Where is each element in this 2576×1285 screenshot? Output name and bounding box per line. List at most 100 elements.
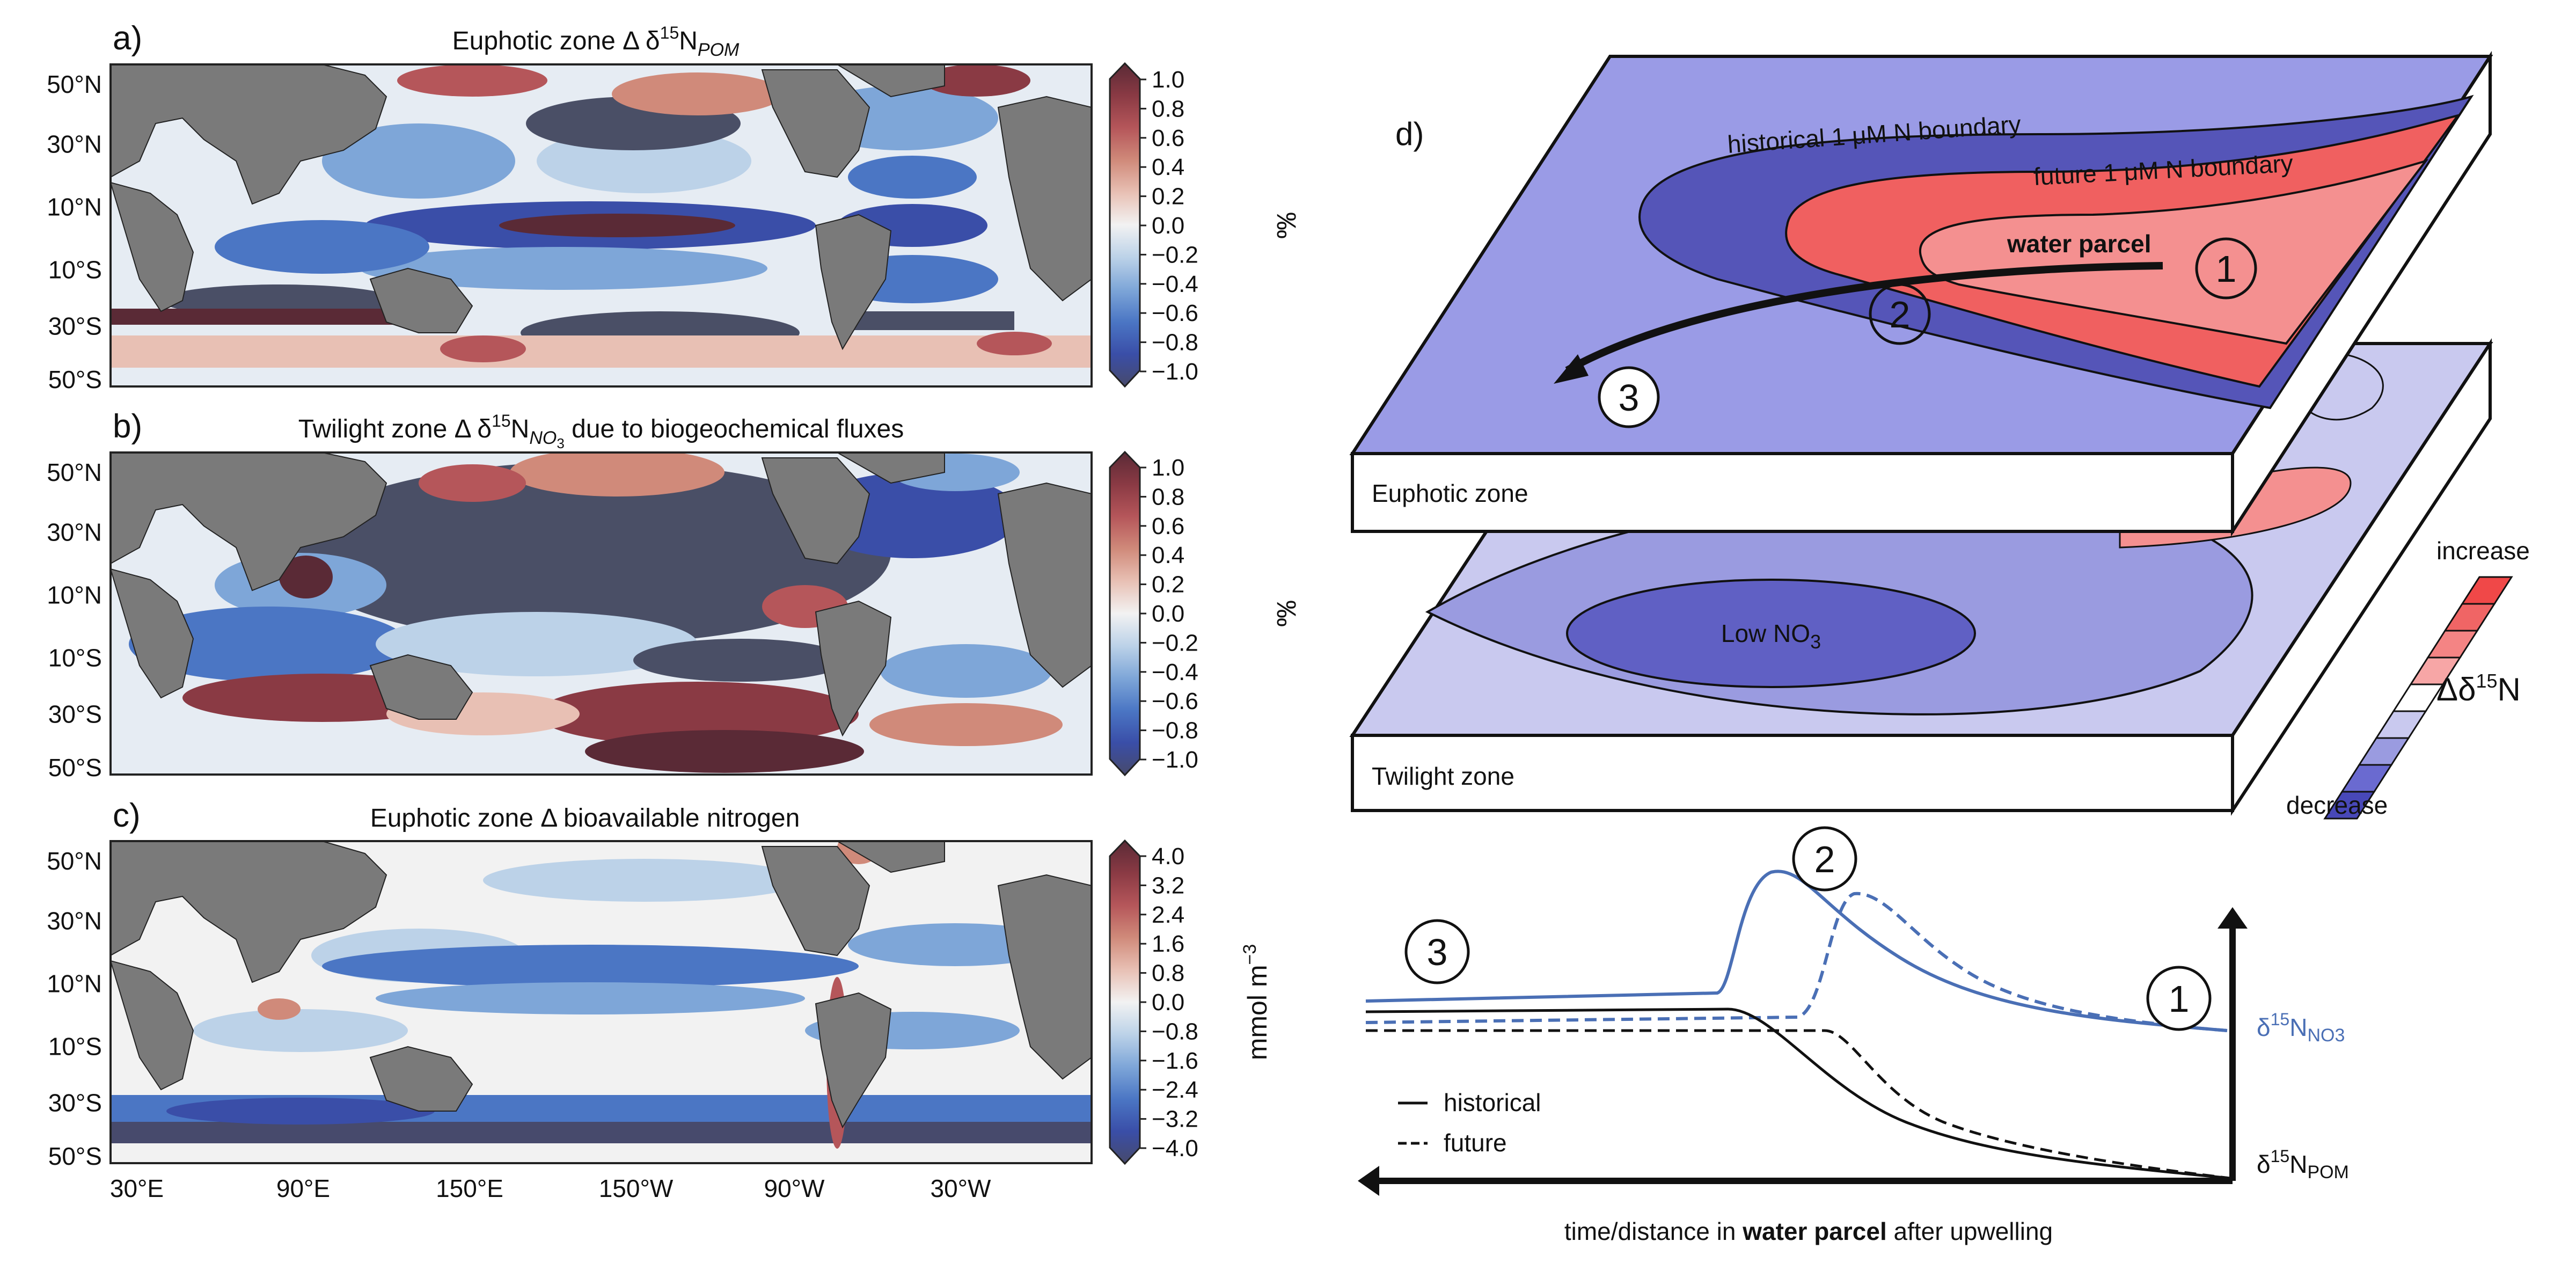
colorbar-tick-label: 0.6 [1152,125,1184,151]
lon-tick-label: 90°E [276,1174,330,1202]
colorbar-tick-label: −0.8 [1152,330,1198,356]
colorbar-tick-label: 3.2 [1152,872,1184,899]
colorbar-tick-label: −2.4 [1152,1077,1198,1103]
lat-tick-label: 50°S [48,1142,102,1170]
legend-decrease: decrease [2286,791,2388,819]
step-3: 3 [1619,377,1640,419]
pom-label: δ15NPOM [2257,1147,2349,1182]
colorbar-tick-label: 0.2 [1152,572,1184,598]
lat-tick-label: 50°S [48,366,102,393]
legend-delta-label: Δδ15N [2436,670,2521,707]
lat-tick-label: 30°S [48,312,102,340]
colorbar-tick-label: 1.0 [1152,455,1184,481]
colorbar-a: 1.0 0.8 0.6 0.4 0.2 0.0 −0.2 −0.4 −0.6 −0.8 −1.0 ‰ [1109,62,1301,388]
lon-tick-label: 150°W [599,1174,674,1202]
low-no3-region [1566,579,1976,688]
lat-tick-label: 10°N [47,969,102,997]
colorbar-tick-label: −4.0 [1152,1135,1198,1162]
no3-future-line [1365,892,2228,1032]
colorbar-tick-label: −0.2 [1152,630,1198,656]
colorbar-tick-label: −0.6 [1152,688,1198,714]
legend-increase: increase [2436,537,2530,565]
colorbar-tick-label: 0.8 [1152,484,1184,510]
panel-b-frame [109,451,1093,776]
panel-b: b) Twilight zone Δ δ15NNO3 due to biogeo… [109,408,1093,776]
lat-tick-label: 10°S [48,255,102,283]
no3-historical-line [1365,870,2228,1032]
lat-tick-label: 10°S [48,1032,102,1060]
lat-tick-label: 50°N [47,70,102,98]
legend-historical: historical [1444,1089,1541,1116]
colorbar-tick-label: −0.4 [1152,271,1198,297]
panel-b-label: b) [113,408,142,445]
colorbar-tick-label: 1.0 [1152,67,1184,93]
lat-tick-label: 10°N [47,193,102,221]
lon-tick-label: 150°E [436,1174,503,1202]
colorbar-tick-label: 0.0 [1152,213,1184,239]
colorbar-c: 4.03.2 2.4 1.6 0.80.0−0.8 −1.6 −2.4 −3.2−4.0 m… [1109,839,1272,1165]
profile-step-3: 3 [1427,931,1448,973]
colorbar-tick-label: 0.0 [1152,601,1184,627]
colorbar-tick-label: −1.0 [1152,359,1198,385]
panel-a: a) Euphotic zone Δ δ15NPOM [109,20,1093,388]
colorbar-tick-label: −1.0 [1152,747,1198,773]
colorbar-tick-label: 0.8 [1152,96,1184,122]
lat-tick-label: 50°N [47,458,102,486]
colorbar-b-unit: ‰ [1271,600,1301,627]
lon-tick-label: 30°W [931,1174,992,1202]
colorbar-tick-label: 0.8 [1152,960,1184,987]
low-no3-label: Low NO3 [1721,619,1821,653]
colorbar-tick-label: 0.4 [1152,154,1184,180]
colorbar-b: 1.0 0.8 0.6 0.4 0.2 0.0 −0.2 −0.4 −0.6 −0.8 −1.0 ‰ [1109,450,1301,777]
parcel-region [1919,159,2429,345]
panel-c: c) Euphotic zone Δ bioavailable nitrogen [109,797,1093,1164]
panel-a-frame [109,63,1093,388]
parcel-path-arrow [1565,262,2163,374]
colorbar-tick-label: 0.4 [1152,542,1184,568]
map-axes: 50°N 30°N 10°N 10°S 30°S 50°S 50°N 30°N 10°N 10°S… [47,70,991,1202]
colorbar-c-unit: mmol m−3 [1240,944,1272,1061]
colorbar-tick-label: 0.6 [1152,513,1184,539]
colorbar-tick-label: 0.0 [1152,989,1184,1016]
colorbar-tick-label: −0.6 [1152,300,1198,326]
step-1: 1 [2216,248,2237,290]
profile-step-1: 1 [2169,978,2190,1020]
diagram-steps: 1 2 3 [1598,237,2257,428]
panel-d: d) Low NO3 Twilight zone historical 1 μM… [1349,50,2530,820]
lon-tick-label: 90°W [764,1174,825,1202]
no3-label: δ15NNO3 [2257,1010,2345,1046]
panel-a-map [111,64,1092,386]
twilight-zone-label: Twilight zone [1372,762,1514,790]
profile-xlabel: time/distance in water parcel after upwe… [1564,1217,2053,1245]
colorbar-tick-label: 2.4 [1152,902,1184,928]
water-parcel-label: water parcel [2007,230,2151,258]
lat-tick-label: 10°N [47,581,102,609]
panel-a-title: Euphotic zone Δ δ15NPOM [452,23,740,60]
colorbar-tick-label: 1.6 [1152,931,1184,957]
panel-c-map [111,841,1092,1163]
pom-future-line [1366,1029,2230,1180]
lat-tick-label: 30°N [47,518,102,546]
lat-tick-label: 50°S [48,754,102,782]
colorbar-tick-label: −1.6 [1152,1048,1198,1074]
panel-c-frame [109,840,1093,1164]
panel-b-map [111,452,1092,775]
lat-tick-label: 30°N [47,907,102,934]
lat-tick-label: 30°S [48,1089,102,1117]
colorbar-tick-label: −3.2 [1152,1106,1198,1133]
lon-tick-label: 30°E [110,1174,164,1202]
colorbar-a-unit: ‰ [1271,212,1301,239]
panel-c-title: Euphotic zone Δ bioavailable nitrogen [370,804,800,833]
colorbar-tick-label: −0.8 [1152,1018,1198,1045]
colorbar-tick-label: −0.8 [1152,718,1198,744]
legend-future: future [1444,1129,1507,1157]
colorbar-tick-label: 0.2 [1152,184,1184,210]
panel-a-label: a) [113,20,142,57]
panel-c-label: c) [113,797,141,834]
euphotic-zone-label: Euphotic zone [1372,479,1528,507]
pom-historical-line [1365,1007,2230,1180]
step-2: 2 [1890,294,1911,335]
euphotic-slab: historical 1 μM N boundary future 1 μM N… [1349,50,2493,537]
profile-step-2: 2 [1814,838,1835,880]
